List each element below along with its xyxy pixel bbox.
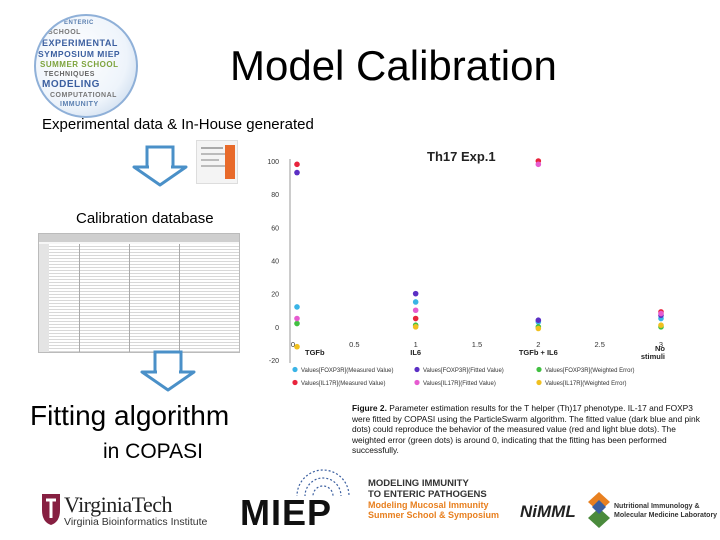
nimml-logo-text: NiMML [520,502,576,521]
condition-label: TGFb [305,348,325,357]
data-point [294,169,300,176]
data-point [294,161,300,168]
logo-word: ENTERIC [64,20,94,26]
legend-label: Values[IL17R](Fitted Value) [423,381,496,387]
x-tick-label: 0 [291,340,295,349]
data-point [412,290,419,297]
down-arrow-icon [132,145,188,187]
summer-school-logo: ENTERIC SCHOOL EXPERIMENTAL SYMPOSIUM MI… [34,14,138,118]
data-point [294,304,300,310]
slide-subtitle: Experimental data & In-House generated [42,116,314,133]
copasi-label: in COPASI [103,440,203,463]
logo-word: IMMUNITY [60,101,99,108]
x-tick-label: 2.5 [594,340,604,349]
data-point [412,324,419,330]
nimml-description: Nutritional Immunology & Molecular Medic… [614,502,717,520]
data-point [294,343,300,350]
legend-label: Values[FOXP3R](Measured Value) [301,368,393,374]
condition-label: stimuli [641,352,665,361]
fitting-algorithm-label: Fitting algorithm [30,400,230,431]
condition-label: TGFb + IL6 [519,348,558,357]
logo-word: COMPUTATIONAL [50,92,117,99]
logo-word: SCHOOL [48,29,81,36]
miep-line: Modeling Mucosal Immunity [368,500,489,510]
slide-title: Model Calibration [230,42,557,89]
down-arrow-icon [140,350,196,392]
calibration-spreadsheet-thumbnail [38,233,240,353]
data-point [658,310,664,317]
y-tick-label: 0 [275,325,279,332]
x-tick-label: 3 [659,340,663,349]
data-point [535,161,542,168]
miep-logo-text: MIEP [240,492,333,533]
data-document-thumbnail [196,140,238,184]
miep-line: TO ENTERIC PATHOGENS [368,489,487,500]
data-point [412,315,419,322]
nimml-emblem-icon [588,492,610,528]
nimml-line: Nutritional Immunology & [614,503,700,510]
logo-word: TECHNIQUES [44,71,95,78]
legend-swatch [414,379,420,386]
miep-line: MODELING IMMUNITY [368,478,469,489]
chart-title: Th17 Exp.1 [427,149,496,164]
data-point [412,307,419,314]
legend-label: Values[IL17R](Measured Value) [301,381,386,387]
virginia-tech-subtitle: Virginia Bioinformatics Institute [64,516,208,528]
logo-word: MODELING [42,79,100,90]
virginia-tech-name: VirginiaTech [64,492,173,517]
caption-label: Figure 2. [352,403,387,413]
legend-label: Values[FOXP3R](Weighted Error) [545,368,634,374]
data-point [658,322,664,328]
virginia-tech-logo-icon [42,494,60,525]
legend-swatch [414,366,420,373]
data-point [294,315,300,322]
th17-scatter-chart: Th17 Exp.1 100 80 60 40 20 0 -20 0 0.5 1 1.5 2 2.5 3… [267,149,665,387]
legend-swatch [292,366,298,373]
calibration-database-label: Calibration database [76,210,214,227]
data-point [294,320,300,327]
x-tick-label: 2 [536,340,540,349]
legend-swatch [536,379,542,386]
y-tick-label: 40 [271,259,279,266]
condition-label: No [655,344,665,353]
data-point [412,299,419,305]
legend-label: Values[FOXP3R](Fitted Value) [423,368,504,374]
data-point [535,317,542,323]
y-tick-label: 20 [271,292,279,299]
y-tick-label: -20 [269,358,279,365]
y-tick-label: 80 [271,192,279,199]
logo-word: EXPERIMENTAL [42,38,118,48]
nimml-line: Molecular Medicine Laboratory [614,512,718,519]
miep-description: MODELING IMMUNITY TO ENTERIC PATHOGENS M… [368,478,499,520]
x-tick-label: 0.5 [349,340,359,349]
miep-globe-icon [296,469,350,496]
y-tick-label: 60 [271,225,279,232]
x-tick-label: 1 [414,340,418,349]
x-tick-label: 1.5 [472,340,482,349]
legend-swatch [536,366,542,373]
legend-swatch [292,379,298,386]
logo-word: SUMMER SCHOOL [40,60,119,69]
legend-label: Values[IL17R](Weighted Error) [545,381,626,387]
y-tick-label: 100 [267,159,279,166]
data-point [535,325,542,332]
logo-word: SYMPOSIUM MIEP [38,49,121,59]
miep-line: Summer School & Symposium [368,510,500,520]
figure-caption: Figure 2. Parameter estimation results f… [352,403,702,456]
condition-label: IL6 [410,348,421,357]
caption-text: Parameter estimation results for the T h… [352,403,700,455]
